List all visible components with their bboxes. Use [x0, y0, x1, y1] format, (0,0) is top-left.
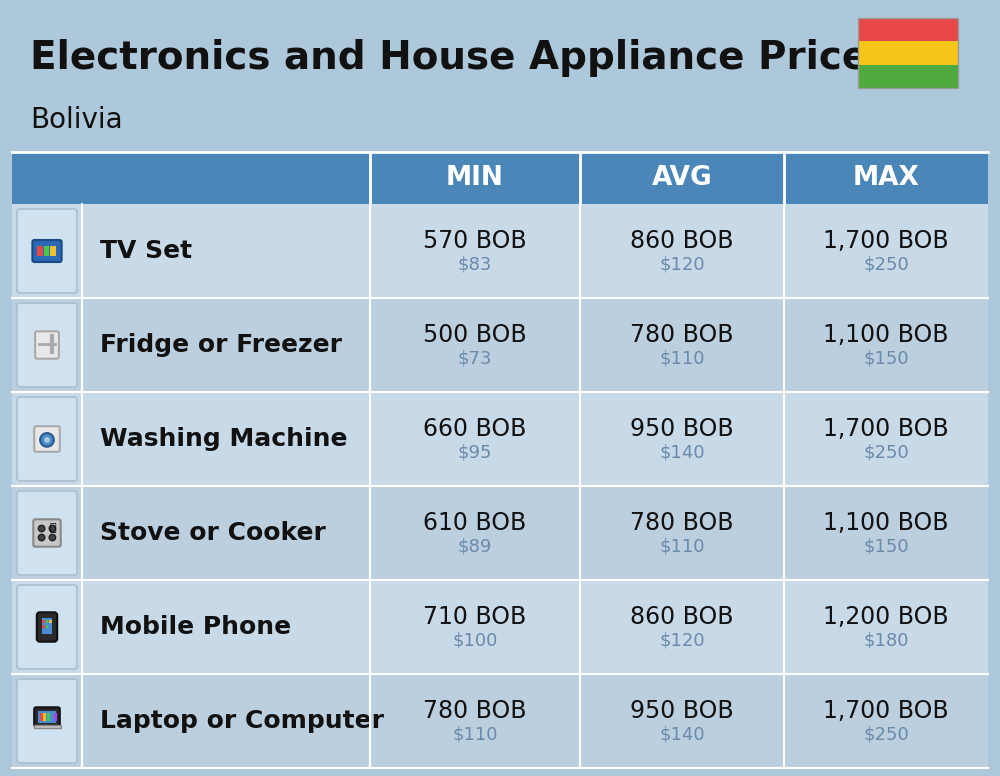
Bar — [38, 711, 56, 722]
Bar — [580, 152, 784, 204]
Text: $120: $120 — [659, 255, 705, 273]
Text: $110: $110 — [659, 537, 705, 555]
Bar — [858, 41, 958, 64]
Bar — [12, 152, 370, 204]
FancyBboxPatch shape — [33, 519, 61, 547]
Text: Electronics and House Appliance Prices: Electronics and House Appliance Prices — [30, 39, 891, 77]
Text: Bolivia: Bolivia — [30, 106, 123, 134]
Text: 780 BOB: 780 BOB — [630, 511, 734, 535]
Text: $110: $110 — [659, 349, 705, 367]
Bar — [47, 713, 50, 721]
Text: 710 BOB: 710 BOB — [423, 605, 527, 629]
Text: $140: $140 — [659, 443, 705, 461]
Bar — [50, 245, 56, 256]
Bar — [784, 152, 988, 204]
Text: 1,200 BOB: 1,200 BOB — [823, 605, 949, 629]
FancyBboxPatch shape — [32, 240, 62, 262]
Text: Mobile Phone: Mobile Phone — [100, 615, 291, 639]
Bar — [12, 486, 988, 580]
Text: $83: $83 — [458, 255, 492, 273]
Text: Fridge or Freezer: Fridge or Freezer — [100, 333, 342, 357]
Circle shape — [49, 534, 56, 541]
Text: $73: $73 — [458, 349, 492, 367]
Text: 500 BOB: 500 BOB — [423, 323, 527, 347]
Bar — [46, 620, 48, 623]
Text: 1,100 BOB: 1,100 BOB — [823, 511, 949, 535]
Text: 860 BOB: 860 BOB — [630, 605, 734, 629]
Text: MIN: MIN — [446, 165, 504, 191]
Text: AVG: AVG — [652, 165, 712, 191]
Text: $250: $250 — [863, 255, 909, 273]
FancyBboxPatch shape — [17, 585, 77, 669]
Text: 660 BOB: 660 BOB — [423, 417, 527, 441]
Bar — [54, 713, 57, 721]
Bar — [49, 625, 52, 628]
Text: 860 BOB: 860 BOB — [630, 229, 734, 253]
FancyBboxPatch shape — [34, 426, 60, 452]
Text: 610 BOB: 610 BOB — [423, 511, 527, 535]
Text: MAX: MAX — [853, 165, 919, 191]
Bar — [37, 245, 42, 256]
Text: $250: $250 — [863, 725, 909, 743]
Text: $180: $180 — [863, 631, 909, 649]
Text: 1,700 BOB: 1,700 BOB — [823, 699, 949, 723]
Bar — [34, 725, 60, 728]
Circle shape — [43, 436, 51, 444]
Text: $89: $89 — [458, 537, 492, 555]
Text: $95: $95 — [458, 443, 492, 461]
Bar — [46, 625, 48, 628]
Bar — [42, 618, 52, 634]
Text: $150: $150 — [863, 537, 909, 555]
Bar — [12, 580, 988, 674]
Text: 1,700 BOB: 1,700 BOB — [823, 229, 949, 253]
Bar — [42, 620, 45, 623]
Text: Washing Machine: Washing Machine — [100, 427, 348, 451]
Text: $110: $110 — [452, 725, 498, 743]
Bar — [858, 64, 958, 88]
Text: 780 BOB: 780 BOB — [630, 323, 734, 347]
Bar — [51, 713, 53, 721]
FancyBboxPatch shape — [17, 491, 77, 575]
FancyBboxPatch shape — [17, 303, 77, 387]
Text: $150: $150 — [863, 349, 909, 367]
Text: $120: $120 — [659, 631, 705, 649]
Text: 950 BOB: 950 BOB — [630, 417, 734, 441]
Bar — [12, 204, 988, 298]
Text: Stove or Cooker: Stove or Cooker — [100, 521, 326, 545]
FancyBboxPatch shape — [34, 707, 60, 726]
FancyBboxPatch shape — [17, 397, 77, 481]
Text: 570 BOB: 570 BOB — [423, 229, 527, 253]
Text: 950 BOB: 950 BOB — [630, 699, 734, 723]
Bar — [42, 625, 45, 628]
Text: 1,100 BOB: 1,100 BOB — [823, 323, 949, 347]
FancyBboxPatch shape — [35, 331, 59, 359]
Text: TV Set: TV Set — [100, 239, 192, 263]
FancyBboxPatch shape — [17, 209, 77, 293]
Circle shape — [38, 525, 45, 532]
Text: $100: $100 — [452, 631, 498, 649]
Bar — [12, 392, 988, 486]
Bar — [43, 713, 46, 721]
FancyBboxPatch shape — [17, 679, 77, 763]
Text: 1,700 BOB: 1,700 BOB — [823, 417, 949, 441]
Circle shape — [49, 525, 56, 532]
Bar — [12, 674, 988, 768]
Bar — [49, 620, 52, 623]
Text: Laptop or Computer: Laptop or Computer — [100, 709, 384, 733]
Text: 780 BOB: 780 BOB — [423, 699, 527, 723]
Circle shape — [40, 433, 54, 447]
Text: $250: $250 — [863, 443, 909, 461]
Bar — [12, 298, 988, 392]
Text: 🔥: 🔥 — [49, 524, 56, 534]
Bar — [44, 245, 49, 256]
Bar — [370, 152, 580, 204]
FancyBboxPatch shape — [37, 612, 57, 642]
Circle shape — [38, 534, 45, 541]
Bar — [40, 713, 42, 721]
Text: $140: $140 — [659, 725, 705, 743]
Bar — [858, 18, 958, 41]
Bar — [858, 18, 958, 88]
